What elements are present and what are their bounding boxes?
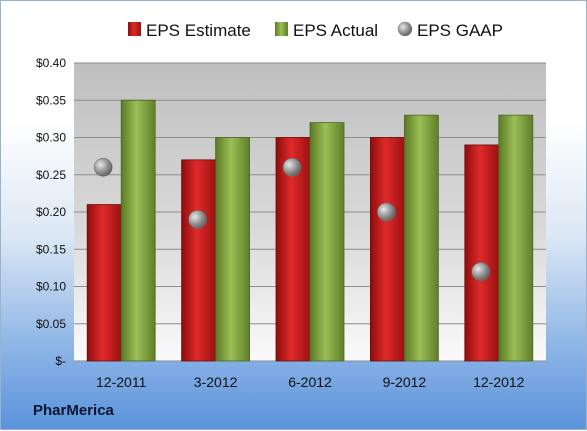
- eps-actual-bar: [309, 122, 345, 362]
- y-tick-label: $0.10: [36, 280, 66, 294]
- y-axis-ticks: $0.40 $0.35 $0.30 $0.25 $0.20 $0.15 $0.10 $0.05…: [36, 56, 66, 368]
- eps-actual-bar: [120, 99, 156, 362]
- eps-actual-bar: [215, 137, 251, 362]
- x-category-label: 12-2012: [473, 374, 525, 390]
- eps-actual-bar: [498, 114, 534, 362]
- y-tick-label: $0.25: [36, 168, 66, 182]
- company-name: PharMerica: [33, 402, 114, 419]
- eps-gaap-marker: [93, 158, 113, 177]
- legend-label: EPS Estimate: [146, 21, 251, 40]
- y-tick-label: $0.15: [36, 242, 66, 256]
- y-tick-label: $0.35: [36, 93, 66, 107]
- y-tick-label: $0.05: [36, 317, 66, 331]
- legend-label: EPS GAAP: [417, 21, 503, 40]
- legend-label: EPS Actual: [293, 21, 378, 40]
- y-tick-label: $0.20: [36, 205, 66, 219]
- eps-estimate-bar: [464, 144, 500, 362]
- eps-estimate-bar: [369, 137, 405, 362]
- legend-swatch: [275, 22, 288, 36]
- x-category-label: 12-2011: [96, 374, 147, 390]
- x-category-label: 3-2012: [194, 374, 238, 390]
- x-category-label: 9-2012: [383, 374, 427, 390]
- eps-gaap-marker: [377, 202, 396, 222]
- y-tick-label: $0.30: [36, 131, 66, 145]
- eps-gaap-marker: [188, 210, 207, 229]
- legend-swatch: [128, 22, 141, 36]
- x-axis-labels: 12-2011 3-2012 6-2012 9-2012 12-2012: [96, 374, 525, 390]
- x-category-label: 6-2012: [288, 374, 332, 390]
- legend: EPS Estimate EPS Actual EPS GAAP: [128, 21, 503, 40]
- eps-gaap-marker: [471, 262, 491, 281]
- y-tick-label: $0.40: [36, 56, 66, 70]
- eps-estimate-bar: [181, 159, 217, 362]
- legend-swatch: [397, 21, 413, 37]
- gaap-markers: [93, 158, 491, 281]
- eps-gaap-marker: [282, 158, 302, 177]
- y-tick-label: $-: [55, 354, 66, 368]
- eps-actual-bar: [403, 114, 439, 362]
- eps-estimate-bar: [86, 204, 122, 362]
